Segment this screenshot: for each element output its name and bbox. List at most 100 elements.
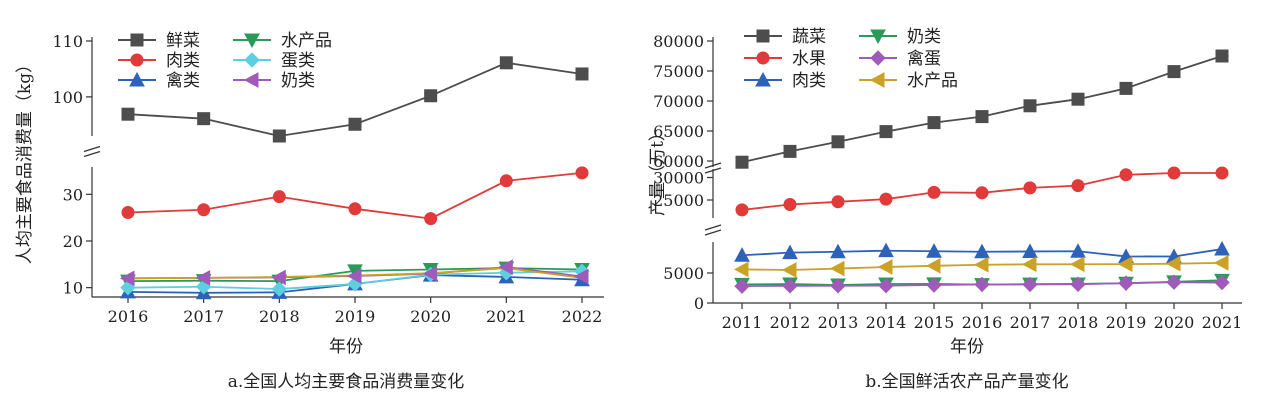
x-tick-label: 2019 <box>335 307 376 326</box>
data-point <box>734 278 750 294</box>
data-point <box>830 243 846 259</box>
data-point <box>927 185 941 199</box>
y-tick-label: 70000 <box>653 92 704 111</box>
legend-marker <box>130 33 144 47</box>
data-point <box>422 265 438 282</box>
y-tick-label: 10 <box>63 279 83 298</box>
data-point <box>1215 49 1229 63</box>
data-point <box>1167 166 1181 180</box>
chart-a-plot: 100 110 10 20 30 2016 2017 2018 2019 2020 2021 2022 <box>52 32 604 326</box>
data-point <box>926 277 942 293</box>
data-point <box>1071 179 1085 193</box>
y-tick-label: 30 <box>63 185 83 204</box>
legend-label: 蔬菜 <box>792 27 826 47</box>
y-tick-label: 0 <box>694 294 704 313</box>
data-point <box>1022 276 1038 293</box>
legend-marker <box>244 52 260 68</box>
legend-label: 禽类 <box>166 71 200 91</box>
data-point <box>783 144 797 158</box>
x-tick-label: 2021 <box>486 307 527 326</box>
y-tick-label: 5000 <box>663 264 704 283</box>
data-point <box>781 262 797 278</box>
data-point <box>974 243 990 259</box>
data-point <box>735 155 749 169</box>
legend-label: 奶类 <box>907 27 941 47</box>
data-point <box>734 247 750 262</box>
data-point <box>877 259 893 275</box>
legend-label: 肉类 <box>166 51 200 71</box>
data-point <box>735 203 749 217</box>
x-tick-label: 2013 <box>818 313 859 332</box>
data-point <box>197 203 211 217</box>
chart-a-ylabel: 人均主要食品消费量（kg） <box>15 56 35 264</box>
x-tick-label: 2014 <box>866 313 907 332</box>
legend-label: 水产品 <box>281 31 332 51</box>
legend-label: 蛋类 <box>281 51 315 71</box>
data-point <box>272 129 286 143</box>
data-point <box>973 256 989 273</box>
y-tick-label: 25000 <box>653 191 704 210</box>
data-point <box>424 89 438 103</box>
data-point <box>783 198 797 211</box>
y-tick-label: 100 <box>52 88 83 107</box>
axis-break-mark <box>704 224 722 231</box>
legend-label: 水果 <box>792 49 826 69</box>
legend-marker <box>870 50 886 66</box>
y-tick-label: 60000 <box>653 152 704 171</box>
data-point <box>1215 166 1229 180</box>
data-point <box>878 277 894 294</box>
data-point <box>119 270 135 287</box>
data-point <box>782 244 798 260</box>
data-point <box>879 192 893 206</box>
x-tick-label: 2015 <box>914 313 955 332</box>
chart-b-plot: 60000 65000 70000 75000 80000 25000 30000 0 5000… <box>653 32 1242 332</box>
y-tick-label: 65000 <box>653 122 704 141</box>
x-tick-label: 2016 <box>108 307 149 326</box>
data-point <box>1023 181 1037 195</box>
data-point <box>1071 92 1085 106</box>
data-point <box>195 270 211 286</box>
data-point <box>879 125 893 139</box>
data-point <box>974 276 990 293</box>
legend-label: 肉类 <box>792 71 826 91</box>
x-tick-label: 2021 <box>1202 313 1243 332</box>
legend-marker <box>244 33 260 49</box>
y-tick-label: 30000 <box>653 169 704 188</box>
legend-label: 禽蛋 <box>907 49 941 69</box>
data-point <box>1165 255 1181 272</box>
axis-break-mark <box>704 229 722 236</box>
x-tick-label: 2020 <box>410 307 451 326</box>
data-point <box>1167 65 1181 79</box>
y-tick-label: 20 <box>63 232 83 251</box>
data-point <box>829 260 845 277</box>
data-point <box>925 257 941 274</box>
data-point <box>1021 256 1037 273</box>
axis-break-mark <box>83 145 101 153</box>
x-tick-label: 2022 <box>562 307 603 326</box>
data-point <box>271 269 286 286</box>
data-point <box>782 278 798 294</box>
data-point <box>831 135 845 149</box>
data-point <box>1214 274 1230 291</box>
legend-label: 奶类 <box>281 71 315 91</box>
x-tick-label: 2016 <box>962 313 1003 332</box>
data-point <box>927 116 941 130</box>
y-tick-label: 80000 <box>653 32 704 51</box>
data-point <box>346 268 362 284</box>
data-point <box>1119 81 1133 95</box>
legend-marker <box>129 71 145 87</box>
data-point <box>1069 256 1085 273</box>
legend-marker <box>243 72 259 88</box>
axis-break-mark <box>704 162 722 169</box>
data-point <box>1117 256 1133 272</box>
legend-marker <box>756 29 770 43</box>
legend-marker <box>756 51 770 65</box>
data-point <box>348 117 362 131</box>
data-point <box>1118 275 1134 291</box>
data-point <box>1070 276 1086 292</box>
x-tick-label: 2018 <box>1058 313 1099 332</box>
data-point <box>499 56 513 70</box>
y-tick-label: 75000 <box>653 62 704 81</box>
data-point <box>1023 99 1037 113</box>
